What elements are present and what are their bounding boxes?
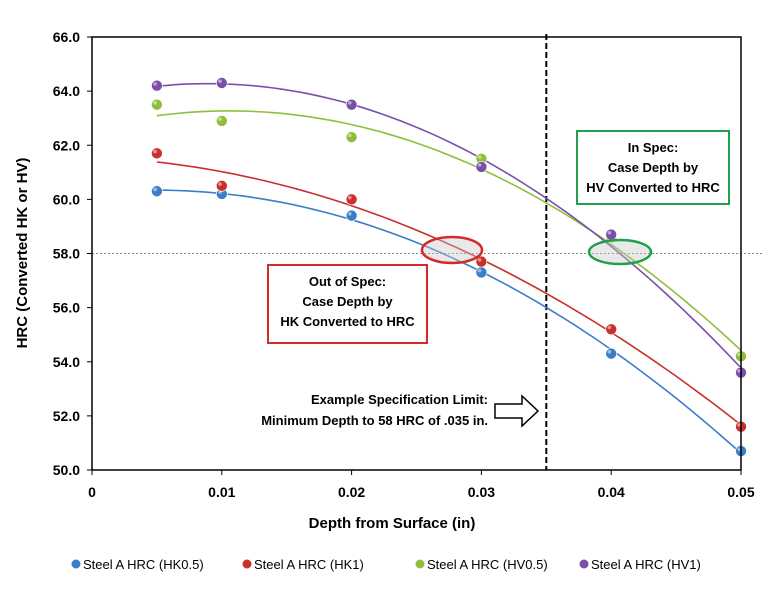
data-point bbox=[345, 98, 358, 111]
trendline-3 bbox=[156, 82, 742, 369]
trendline-1 bbox=[156, 161, 742, 426]
data-point-highlight bbox=[737, 352, 741, 357]
legend-marker bbox=[415, 559, 425, 569]
data-point-highlight bbox=[477, 258, 482, 262]
data-point bbox=[216, 115, 228, 127]
y-tick-label: 50.0 bbox=[53, 462, 80, 478]
y-tick-label: 56.0 bbox=[53, 300, 80, 316]
data-point-highlight bbox=[348, 212, 352, 216]
data-point bbox=[151, 98, 163, 111]
legend-marker bbox=[242, 559, 252, 569]
spec-limit-text: Minimum Depth to 58 HRC of .035 in. bbox=[261, 413, 488, 428]
data-point-highlight bbox=[607, 230, 612, 235]
in-spec-text: In Spec: bbox=[628, 140, 679, 155]
data-point-highlight bbox=[218, 117, 222, 121]
out-of-spec-box bbox=[267, 264, 428, 344]
out-of-spec-text: Case Depth by bbox=[302, 294, 393, 309]
trendline-2 bbox=[156, 110, 742, 351]
data-point-highlight bbox=[477, 163, 482, 167]
legend-marker bbox=[579, 559, 589, 569]
data-point bbox=[605, 228, 618, 241]
x-tick-label: 0.03 bbox=[468, 484, 495, 500]
data-point bbox=[151, 185, 163, 198]
data-point-highlight bbox=[348, 101, 352, 105]
x-tick-label: 0.05 bbox=[727, 484, 754, 500]
data-point-highlight bbox=[153, 187, 157, 192]
y-tick-label: 58.0 bbox=[53, 246, 80, 262]
spec-limit-text: Example Specification Limit: bbox=[311, 392, 488, 407]
data-point bbox=[151, 79, 163, 92]
data-point bbox=[475, 266, 488, 279]
data-point-highlight bbox=[737, 368, 741, 373]
y-tick-label: 60.0 bbox=[53, 191, 80, 207]
data-point bbox=[345, 209, 358, 222]
data-point-highlight bbox=[153, 82, 157, 86]
data-point-highlight bbox=[607, 325, 612, 330]
data-point bbox=[216, 77, 228, 89]
x-tick-label: 0.02 bbox=[338, 484, 365, 500]
data-point-highlight bbox=[348, 195, 352, 200]
data-point bbox=[605, 323, 618, 336]
in-spec-ellipse bbox=[587, 238, 653, 266]
out-of-spec-text: HK Converted to HRC bbox=[280, 314, 415, 329]
data-point-highlight bbox=[477, 268, 482, 273]
x-tick-label: 0.04 bbox=[598, 484, 625, 500]
data-point-highlight bbox=[607, 350, 612, 354]
data-point bbox=[345, 193, 358, 206]
data-point-highlight bbox=[737, 423, 741, 427]
data-point-highlight bbox=[153, 101, 157, 105]
data-point-highlight bbox=[348, 133, 352, 138]
data-point-highlight bbox=[477, 155, 482, 159]
out-of-spec-ellipse bbox=[420, 235, 484, 265]
x-tick-label: 0.01 bbox=[208, 484, 235, 500]
x-axis-label: Depth from Surface (in) bbox=[309, 515, 476, 532]
arrow-right-icon bbox=[494, 394, 540, 428]
y-tick-label: 52.0 bbox=[53, 408, 80, 424]
data-point-highlight bbox=[218, 182, 222, 186]
in-spec-box bbox=[576, 130, 730, 205]
legend-label: Steel A HRC (HV1) bbox=[591, 557, 701, 572]
legend-marker bbox=[71, 559, 81, 569]
data-point bbox=[475, 161, 488, 173]
y-tick-label: 64.0 bbox=[53, 83, 80, 99]
data-point bbox=[605, 347, 618, 360]
data-point bbox=[345, 131, 358, 143]
in-spec-text: HV Converted to HRC bbox=[586, 180, 720, 195]
trendline-0 bbox=[156, 189, 742, 454]
data-point-highlight bbox=[218, 79, 222, 84]
y-tick-label: 54.0 bbox=[53, 354, 80, 370]
legend-label: Steel A HRC (HK0.5) bbox=[83, 557, 204, 572]
in-spec-text: Case Depth by bbox=[608, 160, 699, 175]
y-tick-label: 62.0 bbox=[53, 137, 80, 153]
legend: Steel A HRC (HK0.5) Steel A HRC (HK1) Stee… bbox=[71, 557, 701, 572]
data-point bbox=[151, 147, 163, 160]
y-axis-label: HRC (Converted HK or HV) bbox=[14, 158, 31, 349]
data-point bbox=[216, 180, 228, 192]
y-tick-label: 66.0 bbox=[53, 29, 80, 45]
legend-label: Steel A HRC (HV0.5) bbox=[427, 557, 548, 572]
legend-label: Steel A HRC (HK1) bbox=[254, 557, 364, 572]
data-point-highlight bbox=[737, 447, 741, 452]
out-of-spec-text: Out of Spec: bbox=[309, 274, 386, 289]
data-point-highlight bbox=[153, 149, 157, 154]
x-tick-label: 0 bbox=[88, 484, 96, 500]
